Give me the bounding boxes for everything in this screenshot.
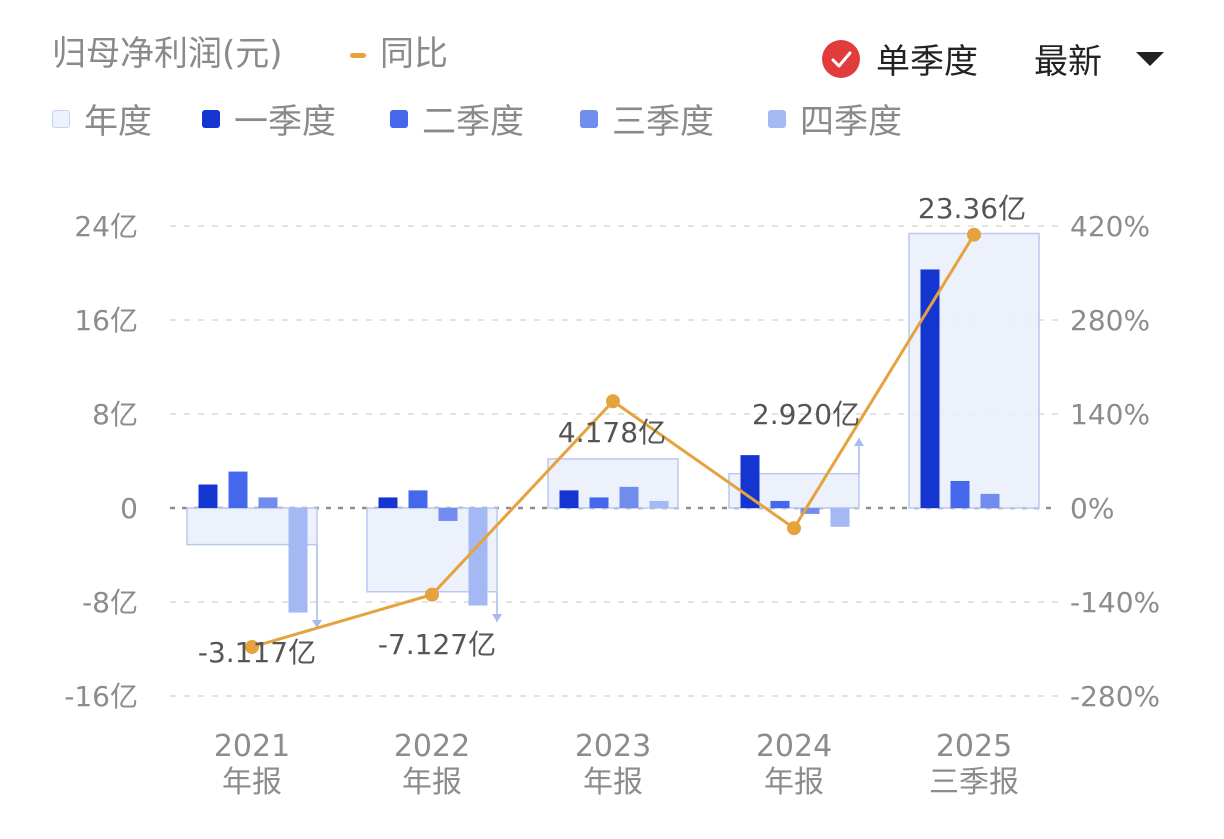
annual-value-label: -3.117亿 — [198, 636, 316, 669]
quarter-bar-q1 — [740, 455, 760, 508]
legend-label: 三季度 — [612, 102, 714, 142]
left-axis-tick-label: -16亿 — [64, 680, 138, 713]
quarter-bar-q2 — [408, 490, 428, 508]
legend-swatch — [52, 109, 70, 128]
annual-value-label: 2.920亿 — [752, 398, 860, 431]
legend-label: 四季度 — [800, 102, 902, 142]
quarterly-toggle[interactable]: 单季度 — [822, 34, 978, 83]
category-year-label: 2023 — [575, 729, 651, 764]
right-axis-tick-label: 140% — [1070, 398, 1150, 431]
category-year-label: 2024 — [756, 729, 832, 764]
right-axis-tick-label: 280% — [1070, 304, 1150, 337]
yoy-point — [425, 587, 439, 602]
category-period-label: 年报 — [583, 765, 643, 800]
quarter-bar-q2 — [770, 500, 790, 508]
annual-value-label: -7.127亿 — [378, 628, 496, 661]
category-year-label: 2022 — [394, 729, 470, 764]
quarter-bar-q4 — [649, 500, 669, 508]
category-year-label: 2021 — [214, 729, 290, 764]
quarter-bar-q2 — [950, 480, 970, 508]
range-marker-arrow — [492, 614, 502, 622]
left-axis-tick-label: 8亿 — [92, 398, 138, 431]
left-axis-tick-label: 0 — [120, 492, 138, 525]
legend-swatch — [390, 109, 408, 128]
left-axis-tick-label: 16亿 — [74, 304, 138, 337]
quarter-bar-q2 — [589, 497, 609, 508]
quarter-bar-q3 — [619, 486, 639, 508]
category-period-label: 年报 — [222, 765, 282, 800]
yoy-legend-label: 同比 — [380, 34, 448, 74]
right-axis-tick-label: -140% — [1070, 586, 1160, 619]
quarter-bar-q3 — [800, 508, 820, 514]
legend-q1[interactable]: 一季度 — [202, 94, 336, 143]
left-axis-tick-label: -8亿 — [82, 586, 138, 619]
category-period-label: 年报 — [402, 765, 462, 800]
quarter-bar-q1 — [198, 484, 218, 508]
annual-value-label: 4.178亿 — [558, 416, 666, 449]
caret-down-icon — [1136, 51, 1164, 66]
category-year-label: 2025 — [936, 729, 1012, 764]
right-axis-tick-label: -280% — [1070, 680, 1160, 713]
legend-swatch — [768, 109, 786, 128]
quarter-bar-q4 — [468, 508, 488, 606]
quarter-bar-q3 — [438, 508, 458, 521]
legend-swatch — [580, 109, 598, 128]
legend-label: 一季度 — [234, 102, 336, 142]
yoy-point — [245, 639, 259, 654]
sort-label: 最新 — [1034, 42, 1102, 82]
right-axis-tick-label: 0% — [1070, 492, 1114, 525]
legend-label: 二季度 — [422, 102, 524, 142]
quarterly-label: 单季度 — [876, 42, 978, 82]
range-marker-arrow — [312, 620, 322, 628]
quarter-bar-q2 — [228, 471, 248, 508]
quarter-bar-q1 — [378, 497, 398, 508]
range-marker-arrow — [854, 438, 864, 446]
legend-q4[interactable]: 四季度 — [768, 94, 902, 143]
check-icon — [822, 39, 860, 78]
quarter-bar-q1 — [920, 269, 940, 508]
quarter-bar-q4 — [830, 508, 850, 527]
quarter-bar-q3 — [258, 497, 278, 508]
right-axis-tick-label: 420% — [1070, 210, 1150, 243]
sort-dropdown[interactable]: 最新 — [1034, 34, 1164, 83]
quarter-bar-q4 — [288, 508, 308, 613]
quarter-bar-q1 — [559, 490, 579, 508]
legend-swatch — [202, 109, 220, 128]
quarter-bar-q3 — [980, 493, 1000, 508]
category-period-label: 年报 — [764, 765, 824, 800]
yoy-point — [967, 227, 981, 242]
annual-value-label: 23.36亿 — [918, 192, 1026, 225]
legend-q2[interactable]: 二季度 — [390, 94, 524, 143]
category-period-label: 三季报 — [929, 765, 1019, 800]
legend-annual[interactable]: 年度 — [52, 94, 152, 143]
chart-title: 归母净利润(元) — [52, 34, 283, 74]
legend-label: 年度 — [84, 102, 152, 142]
yoy-point — [787, 521, 801, 536]
legend-q3[interactable]: 三季度 — [580, 94, 714, 143]
yoy-legend-swatch — [350, 53, 366, 58]
yoy-point — [606, 394, 620, 409]
left-axis-tick-label: 24亿 — [74, 210, 138, 243]
